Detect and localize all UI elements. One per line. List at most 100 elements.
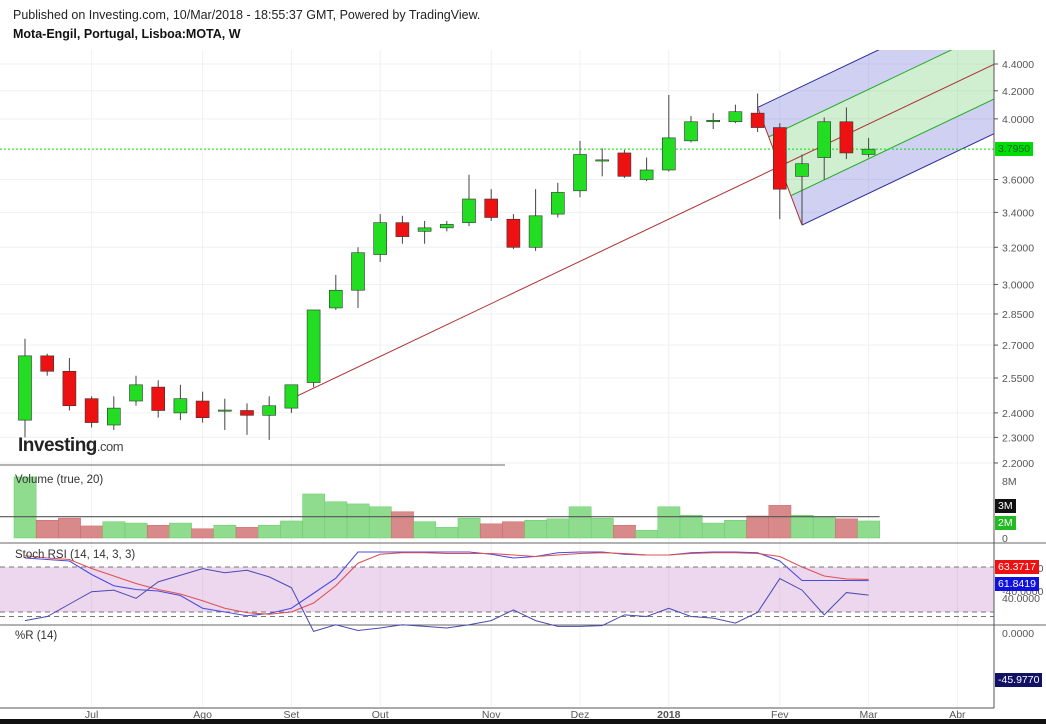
volume-bar <box>58 517 81 539</box>
pitchfork-line <box>790 98 994 197</box>
candle-body <box>129 384 143 402</box>
pitchfork-line <box>768 50 953 138</box>
volume-bar <box>701 522 725 539</box>
candle-body <box>284 384 299 409</box>
candle-body <box>639 169 654 180</box>
price-tick-label: 3.0000 <box>1002 279 1034 291</box>
candle-body <box>84 398 99 423</box>
volume-bar <box>213 524 237 539</box>
volume-bar <box>812 516 836 539</box>
candle-body <box>373 222 388 255</box>
volume-bar <box>13 476 37 539</box>
candle-body <box>173 398 188 414</box>
price-tick-label: 4.0000 <box>1002 114 1034 126</box>
time-tick-label: 2018 <box>657 709 681 721</box>
williams-r-line <box>24 568 869 632</box>
volume-last-tag: 2M <box>995 516 1016 530</box>
volume-tick-label: 8M <box>1002 476 1017 488</box>
time-tick-label: Abr <box>949 709 966 721</box>
stoch-tick-label: 40.0000 <box>1002 593 1040 605</box>
candle-body <box>550 192 565 215</box>
last-price-tag: 3.7950 <box>995 142 1034 156</box>
pitchfork-upper-zone <box>757 50 952 137</box>
volume-bar <box>524 520 548 539</box>
volume-bar <box>657 506 681 539</box>
time-tick-label: Dez <box>571 709 590 721</box>
price-tick-label: 2.7000 <box>1002 340 1034 352</box>
volume-bar <box>169 522 192 539</box>
candle-body <box>728 111 743 123</box>
candle-body <box>661 137 676 171</box>
price-tick-label: 2.4000 <box>1002 408 1034 420</box>
time-tick-label: Fev <box>771 709 789 721</box>
volume-bar <box>257 524 281 539</box>
time-tick-label: Mar <box>860 709 879 721</box>
volume-bar <box>146 524 170 539</box>
investing-logo: Investing.com <box>18 435 124 456</box>
candle-body <box>417 227 432 232</box>
volume-bar <box>324 501 348 539</box>
volume-bar <box>191 528 215 539</box>
candle-body <box>506 218 521 248</box>
candle-body <box>817 121 832 158</box>
price-tick-label: 2.2000 <box>1002 458 1034 470</box>
stoch-band <box>0 567 994 612</box>
price-tick-label: 2.8500 <box>1002 309 1034 321</box>
pitchfork-line <box>801 133 994 226</box>
volume-bar <box>746 515 770 539</box>
candle-body <box>107 407 121 426</box>
stoch-d-line <box>24 552 869 615</box>
volume-bar <box>502 521 525 539</box>
candle-body <box>528 215 543 248</box>
williams-r-tag: -45.9770 <box>995 673 1043 687</box>
volume-bar <box>724 520 747 539</box>
candle-body <box>395 222 410 237</box>
time-tick-label: Jul <box>85 709 98 721</box>
volume-bar <box>857 520 881 539</box>
volume-tick-label: 0 <box>1002 533 1008 545</box>
price-tick-label: 2.5500 <box>1002 373 1034 385</box>
time-tick-label: Nov <box>482 709 501 721</box>
volume-bar <box>280 520 303 539</box>
candle-body <box>218 409 232 412</box>
bottom-border <box>0 719 1046 724</box>
volume-bar <box>235 527 259 539</box>
volume-bar <box>35 520 59 539</box>
pitchfork-median-line <box>291 63 994 400</box>
candle-body <box>439 224 454 229</box>
volume-bar <box>368 506 392 539</box>
volume-bar <box>568 506 592 539</box>
candle-body <box>151 386 165 411</box>
price-tick-label: 4.4000 <box>1002 59 1034 71</box>
candle-body <box>18 355 32 421</box>
price-tick-label: 4.2000 <box>1002 86 1034 98</box>
candle-body <box>795 163 809 177</box>
volume-bar <box>613 524 636 539</box>
stoch-k-line <box>24 551 869 617</box>
volume-bar <box>80 525 104 539</box>
candle-body <box>462 198 476 223</box>
candle-body <box>62 370 77 407</box>
williams-tick-label: 0.0000 <box>1002 628 1034 640</box>
stoch-k-tag: 61.8419 <box>995 577 1039 591</box>
candle-body <box>573 154 587 192</box>
pitchfork-line <box>757 50 880 108</box>
stoch-rsi-title: Stoch RSI (14, 14, 3, 3) <box>15 549 136 561</box>
volume-title: Volume (true, 20) <box>15 474 104 486</box>
candle-body <box>595 159 610 162</box>
price-tick-label: 3.2000 <box>1002 242 1034 254</box>
time-tick-label: Ago <box>193 709 212 721</box>
candle-body <box>839 121 854 154</box>
volume-bar <box>590 517 614 539</box>
candle-body <box>328 289 343 309</box>
volume-bar <box>790 515 814 539</box>
volume-bar <box>391 511 414 539</box>
williams-r-title: %R (14) <box>15 630 58 642</box>
volume-bar <box>457 517 481 539</box>
price-tick-label: 2.3000 <box>1002 432 1034 444</box>
volume-bar <box>413 521 437 539</box>
candle-body <box>861 148 876 155</box>
volume-bar <box>302 493 326 539</box>
